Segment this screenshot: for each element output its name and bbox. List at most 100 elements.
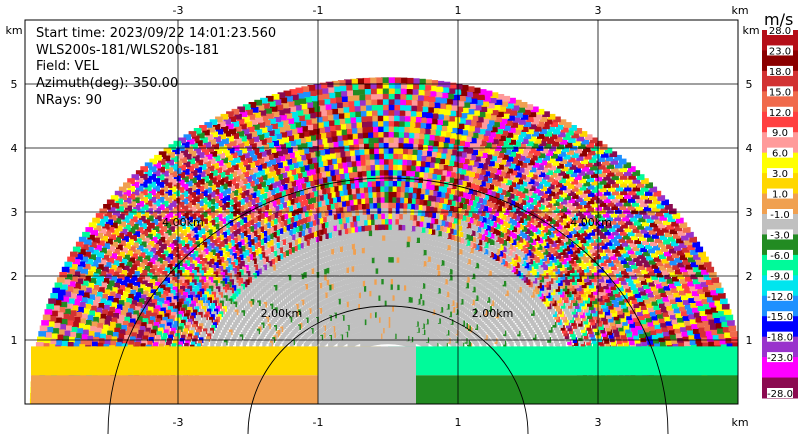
velocity-cell xyxy=(579,324,585,330)
velocity-cell xyxy=(265,276,270,283)
velocity-cell xyxy=(146,296,152,303)
velocity-cell xyxy=(255,234,261,241)
velocity-cell xyxy=(525,271,531,277)
velocity-cell xyxy=(375,197,381,203)
velocity-cell xyxy=(409,241,413,248)
velocity-cell xyxy=(425,295,429,301)
velocity-cell xyxy=(375,240,380,247)
velocity-cell xyxy=(298,189,305,196)
velocity-cell xyxy=(613,314,619,321)
velocity-cell xyxy=(422,199,428,206)
velocity-cell xyxy=(303,312,307,318)
velocity-cell xyxy=(475,179,482,185)
velocity-cell xyxy=(305,317,309,324)
velocity-cell xyxy=(416,232,421,238)
velocity-cell xyxy=(620,289,626,295)
velocity-cell xyxy=(410,198,416,204)
velocity-cell xyxy=(367,285,371,291)
velocity-cell xyxy=(561,205,568,212)
velocity-cell xyxy=(528,203,534,210)
velocity-cell xyxy=(586,243,593,250)
velocity-cell xyxy=(499,244,504,251)
velocity-cell xyxy=(394,289,397,296)
velocity-cell xyxy=(593,326,599,332)
velocity-cell xyxy=(494,261,499,268)
velocity-cell xyxy=(391,218,396,225)
velocity-cell xyxy=(414,248,418,254)
velocity-cell xyxy=(292,185,298,192)
velocity-cell xyxy=(573,340,579,346)
velocity-cell xyxy=(395,268,399,274)
velocity-cell xyxy=(179,266,185,273)
velocity-cell xyxy=(484,182,490,189)
velocity-cell xyxy=(398,219,403,225)
velocity-cell xyxy=(258,188,265,194)
velocity-cell xyxy=(343,250,348,257)
velocity-cell xyxy=(650,329,657,335)
velocity-cell xyxy=(604,338,610,344)
velocity-cell xyxy=(461,250,466,256)
velocity-cell xyxy=(288,309,292,316)
velocity-cell xyxy=(281,272,286,278)
velocity-cell xyxy=(316,189,323,196)
velocity-cell xyxy=(371,230,376,236)
velocity-cell xyxy=(438,180,445,187)
velocity-cell xyxy=(444,266,448,273)
velocity-cell xyxy=(268,177,275,184)
velocity-cell xyxy=(236,341,240,348)
velocity-cell xyxy=(583,306,589,313)
velocity-cell xyxy=(283,298,287,305)
velocity-cell xyxy=(508,230,514,237)
velocity-cell xyxy=(296,289,300,296)
velocity-cell xyxy=(355,165,362,172)
velocity-cell xyxy=(303,278,308,284)
velocity-cell xyxy=(453,252,458,259)
velocity-cell xyxy=(410,253,414,259)
velocity-cell xyxy=(262,264,267,271)
velocity-cell xyxy=(468,235,473,241)
velocity-cell xyxy=(613,278,620,284)
velocity-cell xyxy=(315,272,320,278)
velocity-cell xyxy=(526,250,532,256)
velocity-cell xyxy=(541,192,548,199)
velocity-cell xyxy=(459,304,463,311)
velocity-cell xyxy=(293,277,297,284)
velocity-cell xyxy=(327,297,331,303)
velocity-cell xyxy=(528,281,533,288)
velocity-cell xyxy=(387,305,391,312)
velocity-cell xyxy=(190,254,196,260)
velocity-cell xyxy=(279,287,284,293)
velocity-cell xyxy=(465,316,469,322)
velocity-cell xyxy=(372,246,377,253)
velocity-cell xyxy=(184,313,189,319)
velocity-cell xyxy=(294,312,298,318)
velocity-cell xyxy=(189,303,195,310)
velocity-cell xyxy=(265,262,270,269)
velocity-cell xyxy=(156,268,163,274)
velocity-cell xyxy=(479,271,484,278)
velocity-cell xyxy=(538,237,544,244)
velocity-cell xyxy=(307,209,313,216)
velocity-cell xyxy=(338,168,344,174)
velocity-cell xyxy=(410,280,414,287)
velocity-cell xyxy=(288,175,294,182)
velocity-cell xyxy=(464,288,468,295)
velocity-cell xyxy=(287,248,292,255)
velocity-cell xyxy=(390,246,395,252)
velocity-cell xyxy=(477,264,482,270)
velocity-cell xyxy=(491,279,496,286)
velocity-cell xyxy=(262,230,268,237)
velocity-cell xyxy=(203,342,208,348)
velocity-cell xyxy=(547,245,553,251)
velocity-cell xyxy=(350,254,355,261)
velocity-cell xyxy=(207,297,212,303)
velocity-cell xyxy=(576,294,581,301)
velocity-cell xyxy=(372,268,376,274)
velocity-cell xyxy=(258,290,263,297)
velocity-cell xyxy=(299,261,304,267)
velocity-cell xyxy=(504,172,511,179)
velocity-cell xyxy=(257,195,264,201)
velocity-cell xyxy=(434,304,438,311)
velocity-cell xyxy=(369,285,373,291)
velocity-cell xyxy=(392,311,396,318)
